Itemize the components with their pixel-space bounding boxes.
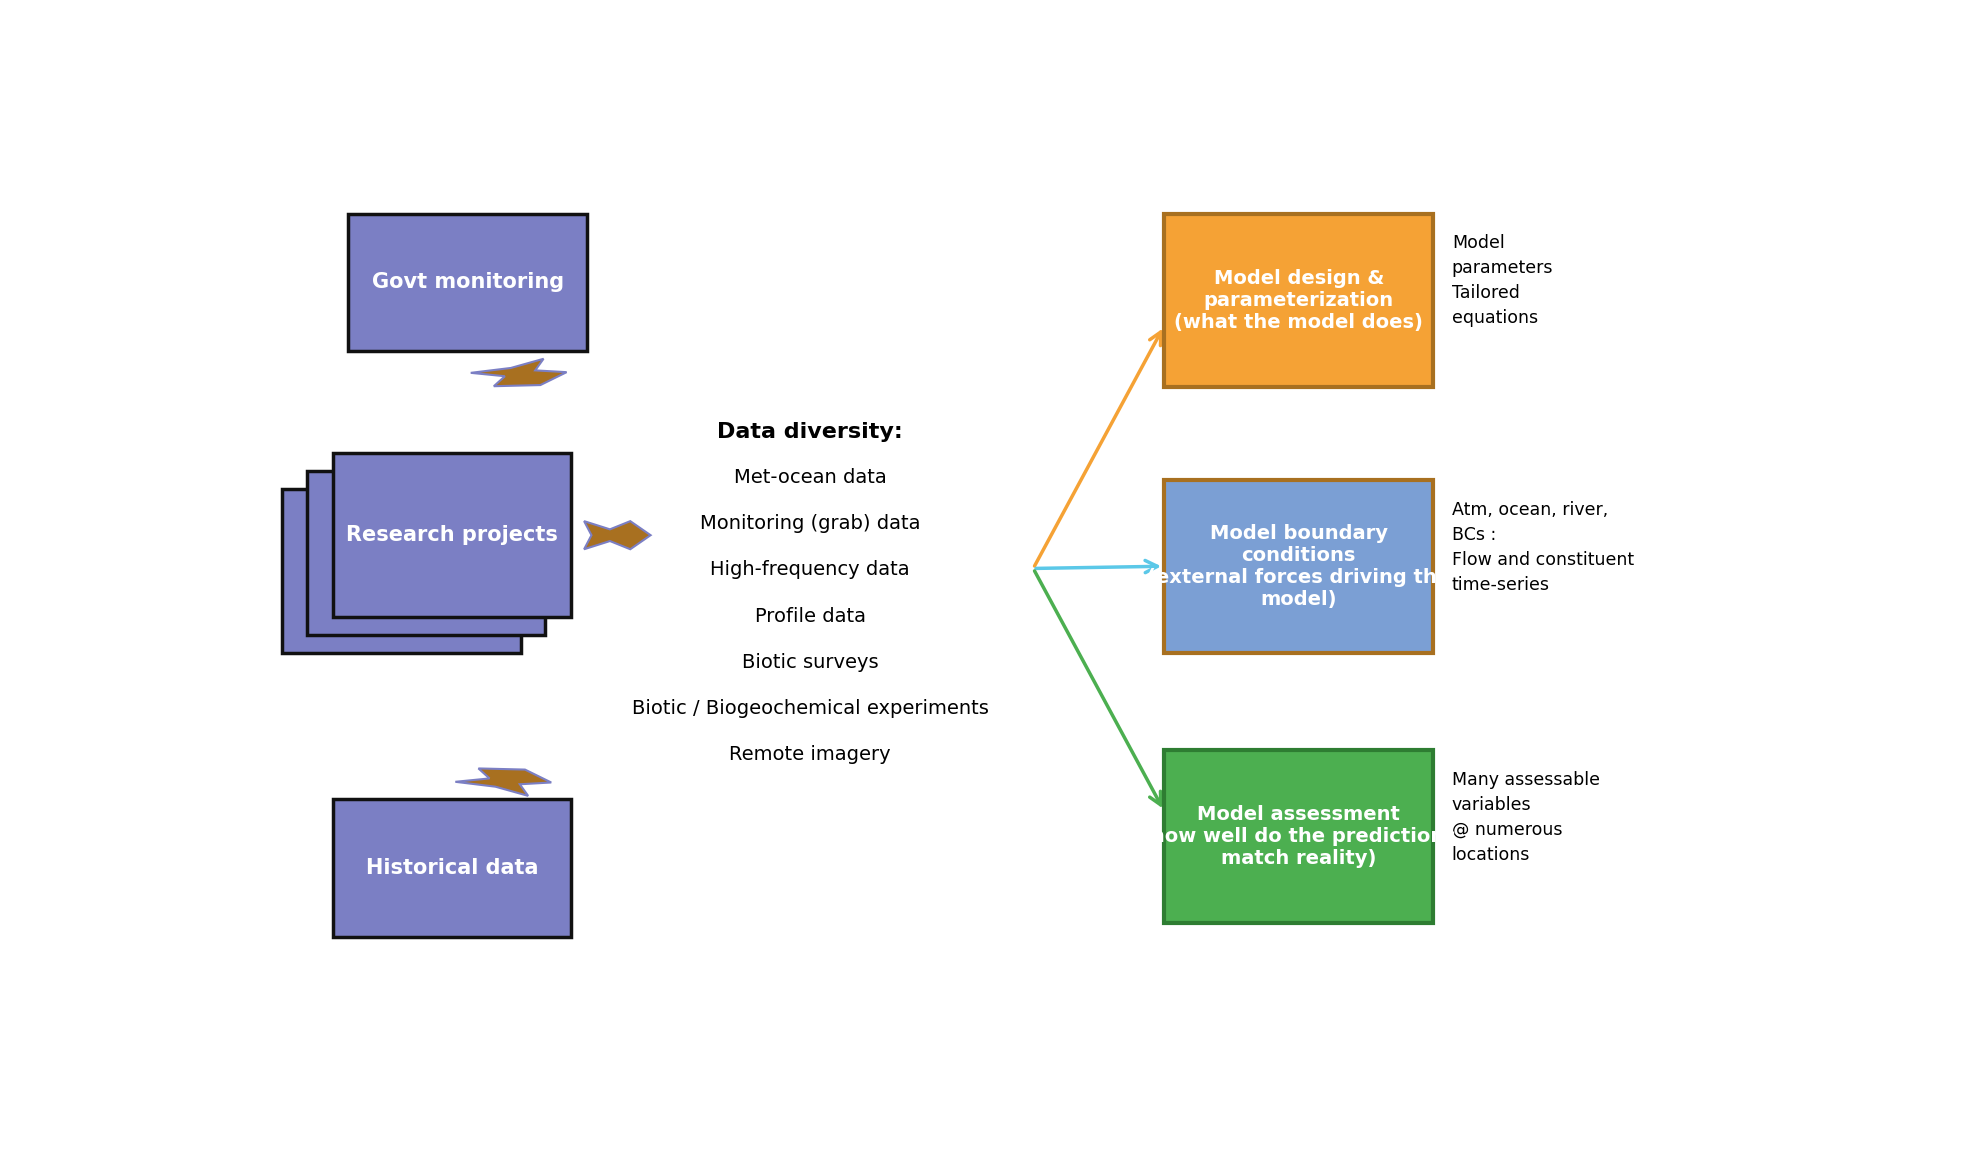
- Text: Govt monitoring: Govt monitoring: [371, 272, 564, 293]
- Text: Model design &
parameterization
(what the model does): Model design & parameterization (what th…: [1174, 268, 1424, 332]
- Text: Data diversity:: Data diversity:: [717, 422, 904, 442]
- FancyBboxPatch shape: [282, 488, 520, 653]
- Text: Historical data: Historical data: [365, 858, 538, 878]
- Text: Biotic / Biogeochemical experiments: Biotic / Biogeochemical experiments: [632, 699, 989, 718]
- Polygon shape: [584, 521, 651, 550]
- FancyBboxPatch shape: [1164, 479, 1434, 653]
- Text: Met-ocean data: Met-ocean data: [733, 468, 886, 487]
- Text: Monitoring (grab) data: Monitoring (grab) data: [699, 514, 920, 533]
- Text: High-frequency data: High-frequency data: [711, 561, 910, 579]
- FancyBboxPatch shape: [334, 799, 572, 937]
- Text: Research projects: Research projects: [346, 525, 558, 545]
- Text: Remote imagery: Remote imagery: [729, 745, 892, 764]
- Text: Profile data: Profile data: [755, 607, 866, 626]
- Text: Many assessable
variables
@ numerous
locations: Many assessable variables @ numerous loc…: [1452, 771, 1601, 864]
- Text: Biotic surveys: Biotic surveys: [741, 653, 878, 672]
- Text: Model
parameters
Tailored
equations: Model parameters Tailored equations: [1452, 234, 1553, 327]
- Polygon shape: [471, 358, 566, 386]
- Polygon shape: [455, 768, 552, 796]
- FancyBboxPatch shape: [1164, 213, 1434, 387]
- FancyBboxPatch shape: [334, 453, 572, 617]
- FancyBboxPatch shape: [1164, 750, 1434, 923]
- FancyBboxPatch shape: [306, 471, 546, 635]
- FancyBboxPatch shape: [348, 213, 588, 351]
- Text: Model assessment
(how well do the predictions
match reality): Model assessment (how well do the predic…: [1142, 805, 1456, 869]
- Text: Atm, ocean, river,
BCs :
Flow and constituent
time-series: Atm, ocean, river, BCs : Flow and consti…: [1452, 500, 1634, 593]
- Text: Model boundary
conditions
(external forces driving the
model): Model boundary conditions (external forc…: [1148, 524, 1450, 608]
